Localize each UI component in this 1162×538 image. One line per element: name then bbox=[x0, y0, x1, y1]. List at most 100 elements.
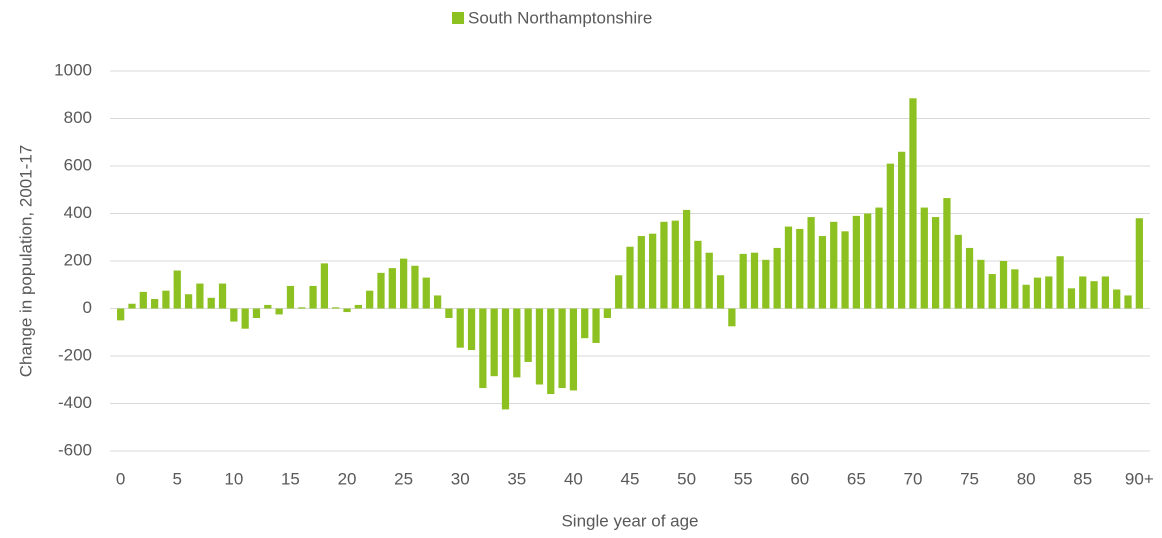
bar bbox=[422, 277, 430, 309]
bar bbox=[841, 231, 849, 309]
bar bbox=[139, 291, 147, 309]
bar bbox=[558, 308, 566, 389]
x-tick-label: 5 bbox=[173, 469, 182, 488]
bar bbox=[1090, 281, 1098, 309]
bar bbox=[524, 308, 532, 362]
x-tick-label: 90+ bbox=[1125, 469, 1154, 488]
bar bbox=[796, 228, 804, 309]
bar bbox=[411, 265, 419, 309]
bar bbox=[649, 233, 657, 309]
bar bbox=[830, 221, 838, 309]
bar bbox=[750, 252, 759, 309]
bar bbox=[218, 283, 227, 309]
bar bbox=[773, 247, 781, 309]
bar bbox=[173, 270, 181, 309]
bar bbox=[716, 275, 725, 309]
bar bbox=[230, 308, 238, 322]
bar bbox=[739, 253, 747, 309]
bar bbox=[366, 290, 374, 309]
bar bbox=[920, 207, 928, 309]
bar bbox=[445, 308, 453, 318]
x-tick-label: 85 bbox=[1073, 469, 1092, 488]
bar bbox=[671, 220, 679, 309]
bar bbox=[547, 308, 555, 394]
x-tick-label: 80 bbox=[1017, 469, 1036, 488]
bar bbox=[150, 299, 159, 309]
bar bbox=[1124, 295, 1132, 309]
bar bbox=[535, 308, 544, 385]
y-tick-label: -200 bbox=[58, 345, 92, 364]
x-tick-label: 0 bbox=[116, 469, 125, 488]
bar bbox=[931, 217, 940, 309]
bar bbox=[513, 308, 521, 378]
bar bbox=[456, 308, 464, 348]
bar bbox=[705, 252, 713, 309]
bar bbox=[1079, 276, 1087, 309]
y-tick-label: 0 bbox=[83, 298, 92, 317]
bar bbox=[637, 236, 645, 309]
bar bbox=[264, 304, 272, 309]
bar bbox=[286, 285, 295, 309]
y-tick-label: -600 bbox=[58, 440, 92, 459]
x-tick-label: 45 bbox=[621, 469, 640, 488]
bar bbox=[388, 268, 396, 309]
legend-label: South Northamptonshire bbox=[468, 8, 652, 27]
bar bbox=[954, 234, 962, 309]
bar bbox=[864, 213, 872, 309]
bar bbox=[1113, 289, 1121, 309]
y-tick-label: -400 bbox=[58, 393, 92, 412]
bar bbox=[615, 275, 623, 309]
bar bbox=[332, 307, 340, 309]
x-tick-label: 35 bbox=[507, 469, 526, 488]
bar bbox=[977, 259, 985, 309]
bar bbox=[898, 151, 906, 309]
y-tick-label: 600 bbox=[64, 155, 92, 174]
bar bbox=[965, 247, 974, 309]
bar bbox=[569, 308, 578, 391]
bar bbox=[196, 283, 204, 309]
bar bbox=[1056, 256, 1064, 309]
x-tick-label: 15 bbox=[281, 469, 300, 488]
y-axis-label: Change in population, 2001-17 bbox=[16, 145, 35, 378]
x-tick-label: 30 bbox=[451, 469, 470, 488]
y-tick-label: 200 bbox=[64, 250, 92, 269]
y-tick-label: 1000 bbox=[54, 60, 92, 79]
bar bbox=[207, 297, 215, 309]
y-tick-label: 800 bbox=[64, 108, 92, 127]
bar bbox=[875, 207, 883, 309]
bar bbox=[886, 163, 894, 309]
bar bbox=[162, 290, 170, 309]
bar bbox=[909, 98, 917, 309]
bar bbox=[603, 308, 611, 318]
x-tick-label: 20 bbox=[338, 469, 357, 488]
bar bbox=[999, 261, 1008, 309]
bar bbox=[592, 308, 600, 343]
bar bbox=[1101, 276, 1110, 309]
bar bbox=[275, 308, 283, 315]
x-tick-label: 10 bbox=[224, 469, 243, 488]
bar bbox=[660, 221, 668, 309]
bar bbox=[309, 285, 317, 309]
bar bbox=[479, 308, 487, 389]
bar bbox=[1067, 288, 1076, 309]
bar bbox=[343, 308, 351, 313]
bar bbox=[762, 259, 770, 309]
x-axis-label: Single year of age bbox=[561, 511, 698, 530]
bar bbox=[1045, 276, 1053, 309]
bar bbox=[184, 294, 193, 309]
bar bbox=[241, 308, 249, 329]
x-tick-label: 55 bbox=[734, 469, 753, 488]
bar bbox=[626, 246, 634, 309]
bar bbox=[988, 274, 996, 309]
bar bbox=[117, 308, 125, 321]
bar bbox=[128, 303, 136, 309]
bar bbox=[728, 308, 736, 327]
x-tick-label: 25 bbox=[394, 469, 413, 488]
bar bbox=[943, 198, 951, 309]
bar bbox=[298, 307, 306, 309]
x-tick-label: 60 bbox=[790, 469, 809, 488]
x-tick-label: 40 bbox=[564, 469, 583, 488]
bar bbox=[490, 308, 498, 377]
bar bbox=[694, 240, 702, 309]
bar bbox=[433, 295, 442, 309]
